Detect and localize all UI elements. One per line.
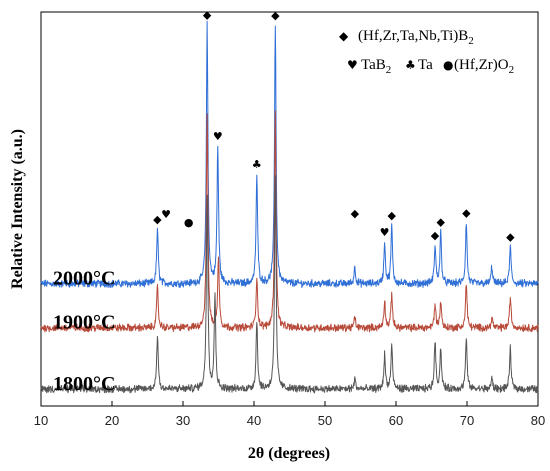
- x-tick-label-60: 60: [389, 413, 403, 428]
- legend-entry-oxide: (Hf,Zr)O2: [454, 57, 514, 76]
- series-label-2000c: 2000°C: [53, 268, 115, 290]
- peak-marker-0: ◆: [153, 213, 162, 226]
- x-tick-label-10: 10: [34, 413, 48, 428]
- plot-frame: [40, 11, 539, 407]
- legend-club-icon: ♣: [405, 58, 416, 72]
- peak-marker-12: ◆: [462, 206, 471, 219]
- peak-marker-10: ◆: [431, 229, 440, 242]
- series-label-1900c: 1900°C: [53, 312, 115, 334]
- legend-entry-tab2: TaB2: [361, 57, 391, 76]
- legend-entry-ta: Ta: [418, 57, 433, 73]
- x-axis-ticks: 10 20 30 40 50 60 70 80: [34, 401, 545, 428]
- peak-marker-9: ◆: [387, 209, 396, 222]
- series-label-1800c: 1800°C: [53, 373, 115, 395]
- legend-diamond-icon: ◆: [339, 29, 349, 43]
- x-tick-label-30: 30: [176, 413, 190, 428]
- peak-marker-3: ◆: [203, 9, 212, 22]
- x-tick-label-40: 40: [247, 413, 261, 428]
- peak-marker-8: ♥: [380, 226, 390, 239]
- x-axis-title: 2θ (degrees): [248, 445, 330, 462]
- peak-marker-2: ●: [184, 216, 194, 229]
- x-tick-label-80: 80: [531, 413, 545, 428]
- peak-marker-4: ♥: [213, 130, 223, 143]
- legend: ◆ (Hf,Zr,Ta,Nb,Ti)B2 ♥ TaB2 ♣ Ta ● (Hf,Z…: [339, 28, 514, 76]
- peak-marker-1: ♥: [161, 208, 171, 221]
- legend-entry-boride: (Hf,Zr,Ta,Nb,Ti)B2: [358, 28, 474, 47]
- peak-marker-13: ◆: [506, 230, 515, 243]
- peak-marker-7: ◆: [351, 207, 360, 220]
- series-line-1900c: [40, 110, 539, 333]
- x-tick-label-20: 20: [105, 413, 119, 428]
- peak-marker-6: ◆: [271, 9, 280, 22]
- series-layer: [40, 20, 539, 394]
- peak-markers: ◆ ♥●◆♥♣◆◆♥◆◆◆◆◆: [153, 9, 515, 244]
- x-tick-label-50: 50: [318, 413, 332, 428]
- series-line-1800c: [40, 175, 539, 394]
- legend-heart-icon: ♥: [347, 58, 358, 72]
- y-axis-title: Relative Intensity (a.u.): [9, 129, 26, 289]
- legend-circle-icon: ●: [443, 58, 453, 72]
- series-line-2000c: [40, 20, 539, 289]
- peak-marker-5: ♣: [252, 158, 262, 171]
- peak-marker-11: ◆: [436, 216, 445, 229]
- series-labels: 2000°C 1900°C 1800°C: [53, 268, 115, 395]
- x-tick-label-70: 70: [460, 413, 474, 428]
